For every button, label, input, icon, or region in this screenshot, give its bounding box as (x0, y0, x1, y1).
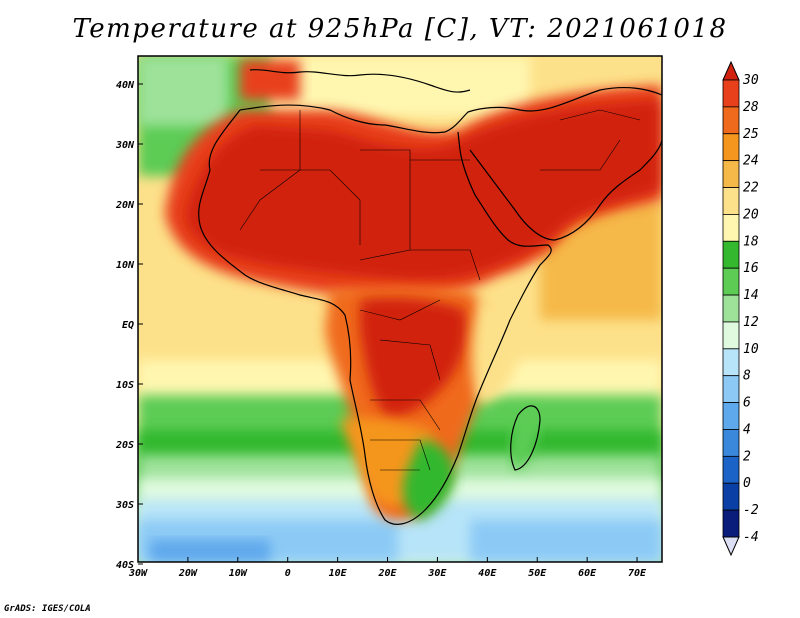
colorbar-swatch (722, 187, 740, 215)
lon-tick-label: 60E (578, 568, 597, 579)
colorbar-swatch (722, 79, 740, 108)
colorbar-swatch (722, 482, 740, 511)
colorbar-label: 12 (743, 315, 759, 330)
colorbar-swatch (722, 214, 740, 242)
colorbar-label: 10 (743, 342, 759, 357)
lat-tick-label: EQ (122, 320, 134, 331)
map-title: Temperature at 925hPa [C], VT: 202106101… (72, 14, 728, 44)
colorbar-swatch (722, 455, 740, 484)
colorbar-label: 28 (743, 100, 759, 115)
colorbar-bottom-arrow (722, 536, 740, 557)
colorbar-label: 2 (743, 449, 751, 464)
lon-tick-label: 10W (229, 568, 248, 579)
colorbar-swatch (722, 106, 740, 135)
lon-tick-label: 50E (528, 568, 547, 579)
colorbar-label: 25 (743, 127, 759, 142)
colorbar-swatch (722, 429, 740, 457)
coastlines (198, 69, 662, 525)
lon-tick-label: 10E (329, 568, 348, 579)
longitude-axis: 30W 20W 10W 0 10E 20E 30E 40E 50E 60E 70E (128, 557, 647, 579)
map-frame (137, 55, 663, 563)
lat-tick-label: 20N (115, 200, 135, 211)
colorbar-label: 6 (743, 396, 751, 411)
colorbar-label: 30 (742, 73, 759, 88)
colorbar-label: -2 (743, 503, 759, 518)
footer-credit: GrADS: IGES/COLA (4, 604, 91, 614)
colorbar-label: 14 (743, 288, 759, 303)
lat-tick-label: 30S (115, 500, 134, 511)
lon-tick-label: 30E (427, 568, 447, 579)
lon-tick-label: 30W (128, 568, 148, 579)
colorbar-swatch (722, 160, 740, 188)
colorbar-label: 0 (743, 476, 751, 491)
colorbar-swatch (722, 509, 740, 538)
colorbar-swatch (722, 240, 740, 269)
lat-tick-label: 20S (115, 440, 134, 451)
colorbar-label: 24 (743, 154, 759, 169)
lon-tick-label: 70E (628, 568, 647, 579)
colorbar-swatch (722, 267, 740, 296)
colorbar-top-arrow (722, 60, 740, 81)
colorbar-label: 4 (743, 422, 751, 437)
lon-tick-label: 20E (377, 568, 397, 579)
colorbar-label: 8 (743, 369, 751, 384)
latitude-axis: 40N 30N 20N 10N EQ 10S 20S 30S 40S (115, 80, 143, 571)
lat-tick-label: 40S (116, 560, 134, 571)
lat-tick-label: 30N (115, 140, 135, 151)
lat-tick-label: 40N (116, 80, 135, 91)
colorbar-swatch (722, 348, 740, 377)
lat-tick-label: 10S (116, 380, 134, 391)
colorbar-label: -4 (743, 530, 759, 545)
colorbar-swatch (722, 321, 740, 350)
colorbar-label: 20 (743, 207, 759, 222)
colorbar-swatch (722, 375, 740, 403)
country-borders (239, 109, 641, 471)
temperature-field (138, 56, 662, 562)
colorbar-swatch (722, 402, 740, 430)
lon-tick-label: 40E (478, 568, 497, 579)
colorbar-swatch (722, 133, 740, 162)
lon-tick-label: 0 (285, 568, 291, 579)
colorbar-swatch (722, 294, 740, 323)
colorbar-label: 16 (743, 261, 759, 276)
colorbar-label: 22 (743, 181, 759, 196)
colorbar-label: 18 (743, 234, 759, 249)
lat-tick-label: 10N (116, 260, 135, 271)
lon-tick-label: 20W (178, 568, 198, 579)
